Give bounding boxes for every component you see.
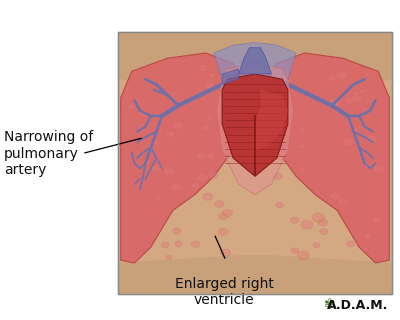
Ellipse shape: [192, 241, 200, 247]
Ellipse shape: [206, 153, 215, 160]
Ellipse shape: [366, 135, 378, 144]
Ellipse shape: [372, 216, 381, 223]
Ellipse shape: [298, 167, 306, 173]
Ellipse shape: [338, 198, 348, 206]
Ellipse shape: [298, 251, 309, 260]
Ellipse shape: [203, 193, 213, 200]
Ellipse shape: [277, 108, 290, 118]
Ellipse shape: [198, 64, 208, 71]
Ellipse shape: [360, 89, 366, 93]
Ellipse shape: [351, 94, 362, 102]
Ellipse shape: [207, 116, 214, 121]
Ellipse shape: [328, 76, 336, 82]
Ellipse shape: [352, 91, 359, 96]
Ellipse shape: [335, 70, 348, 80]
Ellipse shape: [223, 209, 232, 217]
Polygon shape: [255, 90, 288, 150]
Ellipse shape: [276, 202, 284, 208]
Ellipse shape: [223, 70, 235, 78]
Ellipse shape: [208, 73, 214, 77]
Ellipse shape: [225, 123, 231, 127]
Polygon shape: [118, 32, 392, 95]
Polygon shape: [214, 43, 296, 100]
Ellipse shape: [346, 241, 355, 247]
Ellipse shape: [278, 149, 288, 156]
Ellipse shape: [174, 241, 182, 246]
Polygon shape: [118, 255, 392, 294]
Ellipse shape: [329, 98, 342, 108]
Text: A.D.A.M.: A.D.A.M.: [327, 299, 389, 312]
Ellipse shape: [301, 220, 313, 229]
Ellipse shape: [170, 182, 182, 191]
Text: Narrowing of
pulmonary
artery: Narrowing of pulmonary artery: [4, 131, 93, 177]
Ellipse shape: [139, 110, 148, 117]
Ellipse shape: [203, 82, 214, 89]
Polygon shape: [121, 53, 244, 263]
Polygon shape: [266, 53, 389, 263]
Ellipse shape: [364, 72, 371, 77]
FancyBboxPatch shape: [118, 32, 392, 294]
Ellipse shape: [345, 97, 355, 104]
Ellipse shape: [127, 103, 136, 109]
Ellipse shape: [152, 164, 163, 172]
Ellipse shape: [154, 140, 161, 145]
Ellipse shape: [273, 173, 282, 180]
Ellipse shape: [330, 192, 341, 200]
Ellipse shape: [196, 152, 207, 160]
Ellipse shape: [196, 173, 208, 182]
Ellipse shape: [290, 217, 299, 223]
Ellipse shape: [291, 248, 299, 254]
Ellipse shape: [274, 152, 285, 160]
Ellipse shape: [172, 92, 178, 97]
Ellipse shape: [313, 243, 320, 248]
Ellipse shape: [364, 234, 372, 240]
Text: ✾: ✾: [324, 298, 336, 312]
Ellipse shape: [201, 124, 210, 131]
Ellipse shape: [362, 247, 368, 251]
Ellipse shape: [219, 213, 228, 220]
Ellipse shape: [352, 128, 358, 133]
Ellipse shape: [161, 242, 169, 248]
Polygon shape: [222, 69, 238, 84]
Ellipse shape: [150, 167, 158, 173]
Ellipse shape: [172, 228, 181, 234]
Ellipse shape: [218, 228, 228, 235]
Ellipse shape: [342, 138, 354, 146]
Ellipse shape: [318, 219, 328, 226]
Ellipse shape: [142, 159, 150, 165]
Polygon shape: [222, 74, 288, 176]
Ellipse shape: [220, 249, 231, 257]
Ellipse shape: [373, 164, 384, 173]
Ellipse shape: [166, 255, 172, 260]
Ellipse shape: [320, 228, 328, 235]
Ellipse shape: [166, 131, 175, 138]
Ellipse shape: [156, 197, 162, 202]
Ellipse shape: [312, 213, 325, 222]
Ellipse shape: [287, 79, 293, 83]
Ellipse shape: [298, 143, 305, 148]
Ellipse shape: [191, 182, 200, 189]
Ellipse shape: [208, 171, 218, 178]
Ellipse shape: [215, 201, 224, 207]
Ellipse shape: [163, 166, 175, 175]
Ellipse shape: [299, 127, 306, 132]
Ellipse shape: [172, 122, 184, 130]
Text: Enlarged right
ventricle: Enlarged right ventricle: [174, 277, 274, 307]
Polygon shape: [238, 48, 272, 74]
Polygon shape: [217, 63, 293, 195]
